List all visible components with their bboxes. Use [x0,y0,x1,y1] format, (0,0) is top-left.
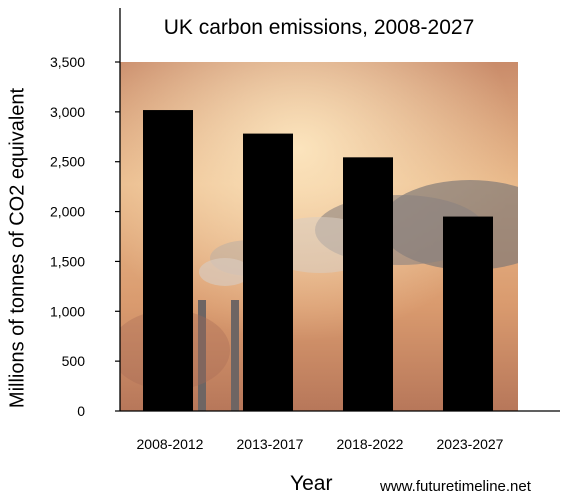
x-ticks: 2008-2012 2013-2017 2018-2022 2023-2027 [137,436,504,452]
x-axis-label: Year [290,472,333,495]
x-tick-label: 2008-2012 [137,436,204,452]
y-axis-label: Millions of tonnes of CO2 equivalent [6,87,29,409]
y-tick-label: 500 [62,353,86,369]
y-ticks: 0 500 1,000 1,500 2,000 2,500 3,000 3,500 [50,54,120,419]
x-tick-label: 2013-2017 [237,436,304,452]
source-url: www.futuretimeline.net [380,478,531,495]
bar-2023-2027 [443,216,493,411]
y-tick-label: 3,500 [50,54,85,70]
bar-2013-2017 [243,133,293,412]
x-tick-label: 2018-2022 [337,436,404,452]
chart-title: UK carbon emissions, 2008-2027 [163,16,475,39]
y-tick-label: 1,000 [50,303,85,319]
y-tick-label: 1,500 [50,253,85,269]
bars [143,110,493,412]
y-tick-label: 0 [77,403,85,419]
y-tick-label: 3,000 [50,104,85,120]
bar-2008-2012 [143,110,193,411]
y-tick-label: 2,000 [50,204,85,220]
bar-2018-2022 [343,157,393,411]
x-tick-label: 2023-2027 [437,436,504,452]
y-tick-label: 2,500 [50,154,85,170]
